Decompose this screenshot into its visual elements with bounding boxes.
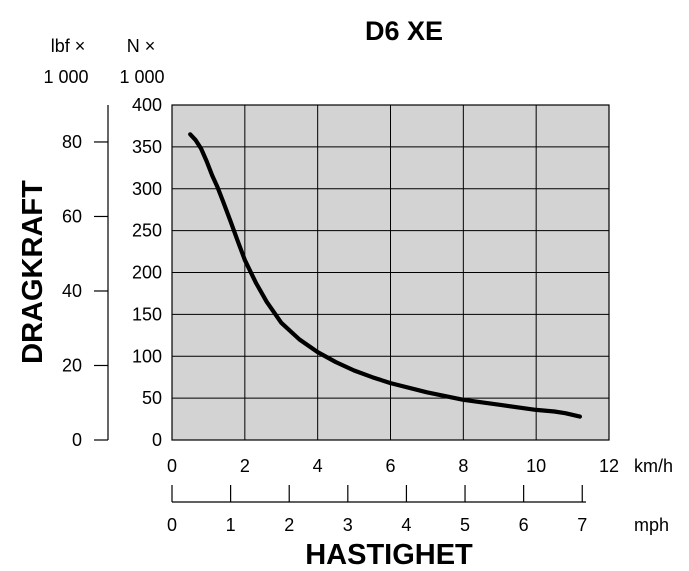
kmh-tick-label: 8: [458, 456, 468, 476]
newton-tick-label: 0: [152, 430, 162, 450]
newton-tick-label: 350: [132, 137, 162, 157]
newton-tick-label: 50: [142, 388, 162, 408]
kmh-tick-label: 0: [167, 456, 177, 476]
newton-tick-label: 400: [132, 95, 162, 115]
newton-axis: 0 50 100 150 200 250 300 350 400: [132, 95, 162, 450]
lbf-tick-label: 20: [62, 355, 82, 375]
mph-unit-label: mph: [634, 515, 669, 535]
kmh-tick-label: 2: [240, 456, 250, 476]
lbf-tick-label: 40: [62, 281, 82, 301]
newton-tick-label: 100: [132, 346, 162, 366]
lbf-tick-label: 60: [62, 206, 82, 226]
mph-tick-label: 1: [226, 515, 236, 535]
kmh-unit-label: km/h: [634, 456, 673, 476]
kmh-tick-label: 12: [599, 456, 619, 476]
newton-unit-multiplier: 1 000: [119, 67, 164, 87]
kmh-tick-label: 6: [385, 456, 395, 476]
lbf-tick-label: 80: [62, 132, 82, 152]
x-axis-label: HASTIGHET: [305, 539, 473, 571]
series-line: [188, 132, 582, 419]
mph-tick-label: 3: [343, 515, 353, 535]
y-axis-label: DRAGKRAFT: [17, 180, 49, 364]
mph-axis: 0 1 2 3 4 5 6 7: [167, 485, 587, 535]
kmh-tick-label: 10: [526, 456, 546, 476]
mph-tick-label: 5: [460, 515, 470, 535]
newton-tick-label: 200: [132, 263, 162, 283]
mph-tick-label: 0: [167, 515, 177, 535]
newton-tick-label: 300: [132, 179, 162, 199]
newton-tick-label: 150: [132, 304, 162, 324]
kmh-tick-label: 4: [313, 456, 323, 476]
lbf-unit-label: lbf ×: [51, 36, 86, 56]
newton-unit-label: N ×: [127, 36, 156, 56]
lbf-axis: 0 20 40 60 80: [62, 132, 108, 450]
mph-tick-label: 2: [284, 515, 294, 535]
grid-lines: [172, 105, 609, 440]
newton-tick-label: 250: [132, 221, 162, 241]
lbf-unit-multiplier: 1 000: [43, 67, 88, 87]
mph-tick-label: 7: [577, 515, 587, 535]
mph-tick-label: 6: [519, 515, 529, 535]
kmh-axis: 0 2 4 6 8 10 12: [167, 456, 619, 476]
lbf-tick-label: 0: [72, 430, 82, 450]
chart-title: D6 XE: [365, 16, 443, 46]
mph-tick-label: 4: [401, 515, 411, 535]
